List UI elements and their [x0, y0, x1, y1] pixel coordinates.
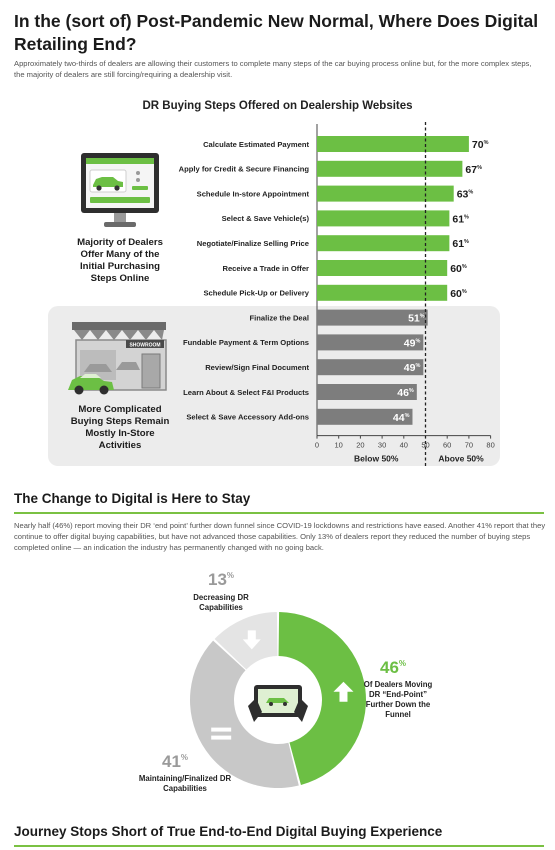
category-label: Schedule Pick-Up or Delivery — [203, 289, 309, 298]
value-label: 61% — [452, 213, 469, 225]
bar-chart: 0 10 20 30 40 50 60 70 80 Calculate Estimated Pay… — [179, 122, 495, 468]
x-tick-label: 50 — [421, 441, 429, 450]
x-tick-label: 70 — [465, 441, 473, 450]
online-group-label: Majority of Dealers Offer Many of the In… — [77, 237, 163, 284]
bar — [317, 235, 450, 252]
tablet-car-shape — [266, 698, 289, 703]
category-label: Finalize the Deal — [249, 313, 309, 322]
arrow-up-icon — [333, 681, 354, 702]
category-label: Review/Sign Final Document — [205, 363, 309, 372]
left-hand-shape — [248, 698, 262, 722]
x-tick-label: 20 — [356, 441, 364, 450]
x-tick-label: 30 — [378, 441, 386, 450]
category-label: Select & Save Vehicle(s) — [222, 214, 310, 223]
x-tick-label: 40 — [400, 441, 408, 450]
category-label: Learn About & Select F&I Products — [183, 388, 309, 397]
x-tick-label: 10 — [335, 441, 343, 450]
category-label: Schedule In-store Appointment — [197, 189, 310, 198]
donut-label-decreasing: Decreasing DR Capabilities — [193, 593, 249, 612]
bar — [317, 359, 424, 376]
donut-chart — [189, 612, 366, 788]
right-hand-shape — [294, 698, 308, 722]
value-label: 67% — [465, 164, 482, 176]
value-label: 70% — [472, 139, 489, 151]
donut-label-moving: Of Dealers Moving DR “End-Point” Further… — [363, 680, 433, 719]
page-title: In the (sort of) Post-Pandemic New Norma… — [14, 11, 539, 54]
section2-title: The Change to Digital is Here to Stay — [14, 491, 251, 506]
section3-divider — [14, 845, 544, 847]
value-label: 61% — [452, 238, 469, 250]
monitor-car-icon — [81, 153, 159, 227]
equals-icon — [211, 735, 232, 740]
bar — [317, 284, 448, 301]
showroom-sign: SHOWROOM — [129, 343, 160, 349]
section2-divider — [14, 512, 544, 514]
category-label: Calculate Estimated Payment — [203, 140, 309, 149]
in-store-group-label: More Complicated Buying Steps Remain Mos… — [70, 404, 170, 451]
x-tick-label: 0 — [315, 441, 319, 450]
value-label: 60% — [450, 263, 467, 275]
intro-text: Approximately two-thirds of dealers are … — [14, 59, 532, 79]
category-label: Negotiate/Finalize Selling Price — [197, 239, 309, 248]
bar — [317, 408, 413, 425]
donut-slice — [189, 640, 299, 788]
category-label: Receive a Trade in Offer — [222, 264, 309, 273]
category-label: Select & Save Accessory Add-ons — [186, 413, 309, 422]
bar — [317, 185, 454, 202]
x-tick-label: 60 — [443, 441, 451, 450]
value-label: 60% — [450, 288, 467, 300]
below-50-label: Below 50% — [354, 454, 399, 464]
donut-pct-decreasing: 13% — [208, 570, 235, 589]
bar — [317, 136, 469, 152]
donut-pct-maintaining: 41% — [162, 752, 189, 771]
section3-title: Journey Stops Short of True End-to-End D… — [14, 824, 443, 839]
bar — [317, 309, 428, 326]
donut-slice — [278, 612, 366, 785]
bar — [317, 210, 450, 227]
donut-label-maintaining: Maintaining/Finalized DR Capabilities — [138, 774, 232, 793]
section2-text: Nearly half (46%) report moving their DR… — [14, 521, 546, 552]
x-tick-label: 80 — [486, 441, 494, 450]
category-label: Fundable Payment & Term Options — [183, 338, 309, 347]
arrow-down-icon — [242, 630, 261, 650]
equals-icon — [211, 727, 232, 732]
above-50-label: Above 50% — [438, 454, 484, 464]
bar-chart-title: DR Buying Steps Offered on Dealership We… — [142, 100, 413, 112]
donut-pct-moving: 46% — [380, 658, 407, 677]
bar — [317, 260, 448, 276]
tablet-car-wheel — [283, 702, 287, 706]
bar — [317, 160, 463, 177]
value-label: 63% — [457, 189, 474, 201]
tablet-car-wheel — [269, 702, 273, 706]
bar — [317, 384, 417, 400]
bar — [317, 334, 424, 351]
showroom-car-icon: SHOWROOM — [68, 322, 167, 395]
category-label: Apply for Credit & Secure Financing — [179, 165, 310, 174]
